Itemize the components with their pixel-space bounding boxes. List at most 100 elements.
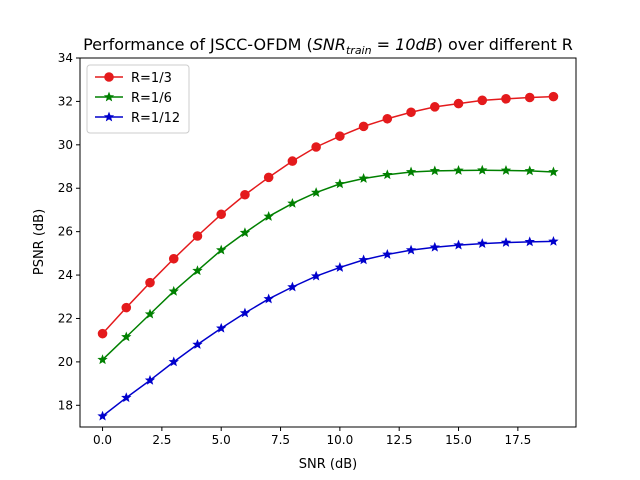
x-tick-label: 2.5 [152, 433, 171, 447]
data-point [358, 254, 369, 265]
data-point [311, 142, 321, 152]
data-point [429, 102, 440, 112]
data-point [310, 187, 322, 197]
y-tick-label: 20 [58, 355, 73, 369]
data-point [239, 307, 251, 318]
data-point [144, 308, 156, 319]
legend-label: R=1/3 [131, 71, 172, 86]
legend-marker [103, 91, 115, 102]
data-point [500, 237, 512, 247]
data-point [382, 113, 393, 124]
data-point [168, 356, 179, 367]
x-tick-label: 15.0 [445, 433, 472, 447]
data-point [453, 239, 464, 250]
axes-frame [79, 57, 577, 428]
data-point [121, 392, 132, 403]
x-axis-ticks: 0.0 2.5 5.0 7.5 10.0 12.5 15.0 17.5 [93, 427, 531, 447]
title-prefix: Performance of JSCC-OFDM ( [83, 35, 313, 54]
legend-item: R=1/3 [95, 71, 172, 86]
data-point [97, 354, 108, 365]
data-point [121, 302, 132, 313]
data-point [358, 173, 369, 183]
data-point [145, 277, 155, 288]
data-point [240, 189, 250, 200]
legend-marker [103, 111, 115, 122]
data-point [429, 165, 440, 176]
data-point [168, 253, 179, 264]
y-tick-label: 34 [58, 51, 73, 65]
data-point [97, 410, 108, 421]
data-point [192, 339, 203, 349]
x-tick-label: 10.0 [327, 433, 354, 447]
data-point [524, 165, 535, 176]
legend-marker [104, 72, 114, 82]
chart-title: Performance of JSCC-OFDM (SNRtrain = 10d… [83, 35, 573, 57]
data-point [287, 198, 298, 208]
legend-label: R=1/6 [131, 91, 172, 106]
title-suffix: ) over different R [437, 35, 573, 54]
series-2 [97, 164, 559, 365]
data-point [334, 262, 346, 272]
data-point [97, 328, 108, 339]
y-tick-label: 32 [58, 94, 73, 108]
data-point [453, 98, 464, 109]
data-point [216, 322, 227, 333]
data-point [500, 165, 512, 175]
data-point [192, 231, 203, 241]
data-point [216, 209, 227, 220]
data-point [405, 166, 417, 177]
x-tick-label: 5.0 [212, 433, 231, 447]
y-tick-label: 28 [58, 181, 73, 195]
data-point [144, 374, 156, 385]
data-point [239, 227, 251, 238]
data-point [405, 244, 417, 255]
data-point [382, 249, 393, 259]
data-point [121, 331, 132, 342]
data-point [548, 235, 559, 246]
data-point [287, 281, 298, 292]
y-tick-label: 24 [58, 268, 73, 282]
data-point [548, 91, 559, 102]
data-point [406, 107, 416, 118]
data-point [453, 165, 464, 175]
y-tick-label: 30 [58, 138, 73, 152]
data-point [358, 121, 369, 132]
series-line [102, 240, 554, 417]
legend-item: R=1/6 [95, 91, 172, 106]
data-point [192, 265, 203, 276]
data-point [263, 293, 274, 304]
data-point [216, 244, 227, 255]
data-point [334, 178, 346, 189]
data-point [168, 285, 179, 296]
data-point [477, 238, 488, 248]
data-point [310, 270, 322, 281]
data-point [263, 172, 274, 183]
data-point [287, 156, 298, 166]
x-tick-label: 12.5 [386, 433, 413, 447]
data-point [429, 241, 440, 252]
data-point [477, 95, 488, 106]
data-point [524, 236, 535, 247]
title-math-main: SNR [313, 35, 346, 54]
x-tick-label: 0.0 [93, 433, 112, 447]
data-point [263, 211, 274, 221]
title-math-rest: = 10dB [372, 35, 437, 54]
x-tick-label: 17.5 [504, 433, 531, 447]
series-3 [97, 235, 559, 421]
data-point [548, 166, 559, 177]
x-tick-label: 7.5 [271, 433, 290, 447]
legend: R=1/3 R=1/6 R=1/12 [86, 64, 190, 134]
y-tick-label: 18 [58, 398, 73, 412]
series-line [102, 169, 554, 361]
data-point [477, 164, 488, 175]
title-math-sub: train [346, 44, 372, 57]
y-tick-label: 22 [58, 311, 73, 325]
y-axis-label: PSNR (dB) [32, 209, 47, 275]
y-axis-ticks: 18 20 22 24 26 28 30 32 34 [58, 51, 80, 412]
legend-label: R=1/12 [131, 111, 180, 126]
data-point [524, 92, 535, 103]
data-point [335, 131, 345, 141]
data-point [501, 94, 511, 104]
x-axis-label: SNR (dB) [299, 457, 357, 472]
